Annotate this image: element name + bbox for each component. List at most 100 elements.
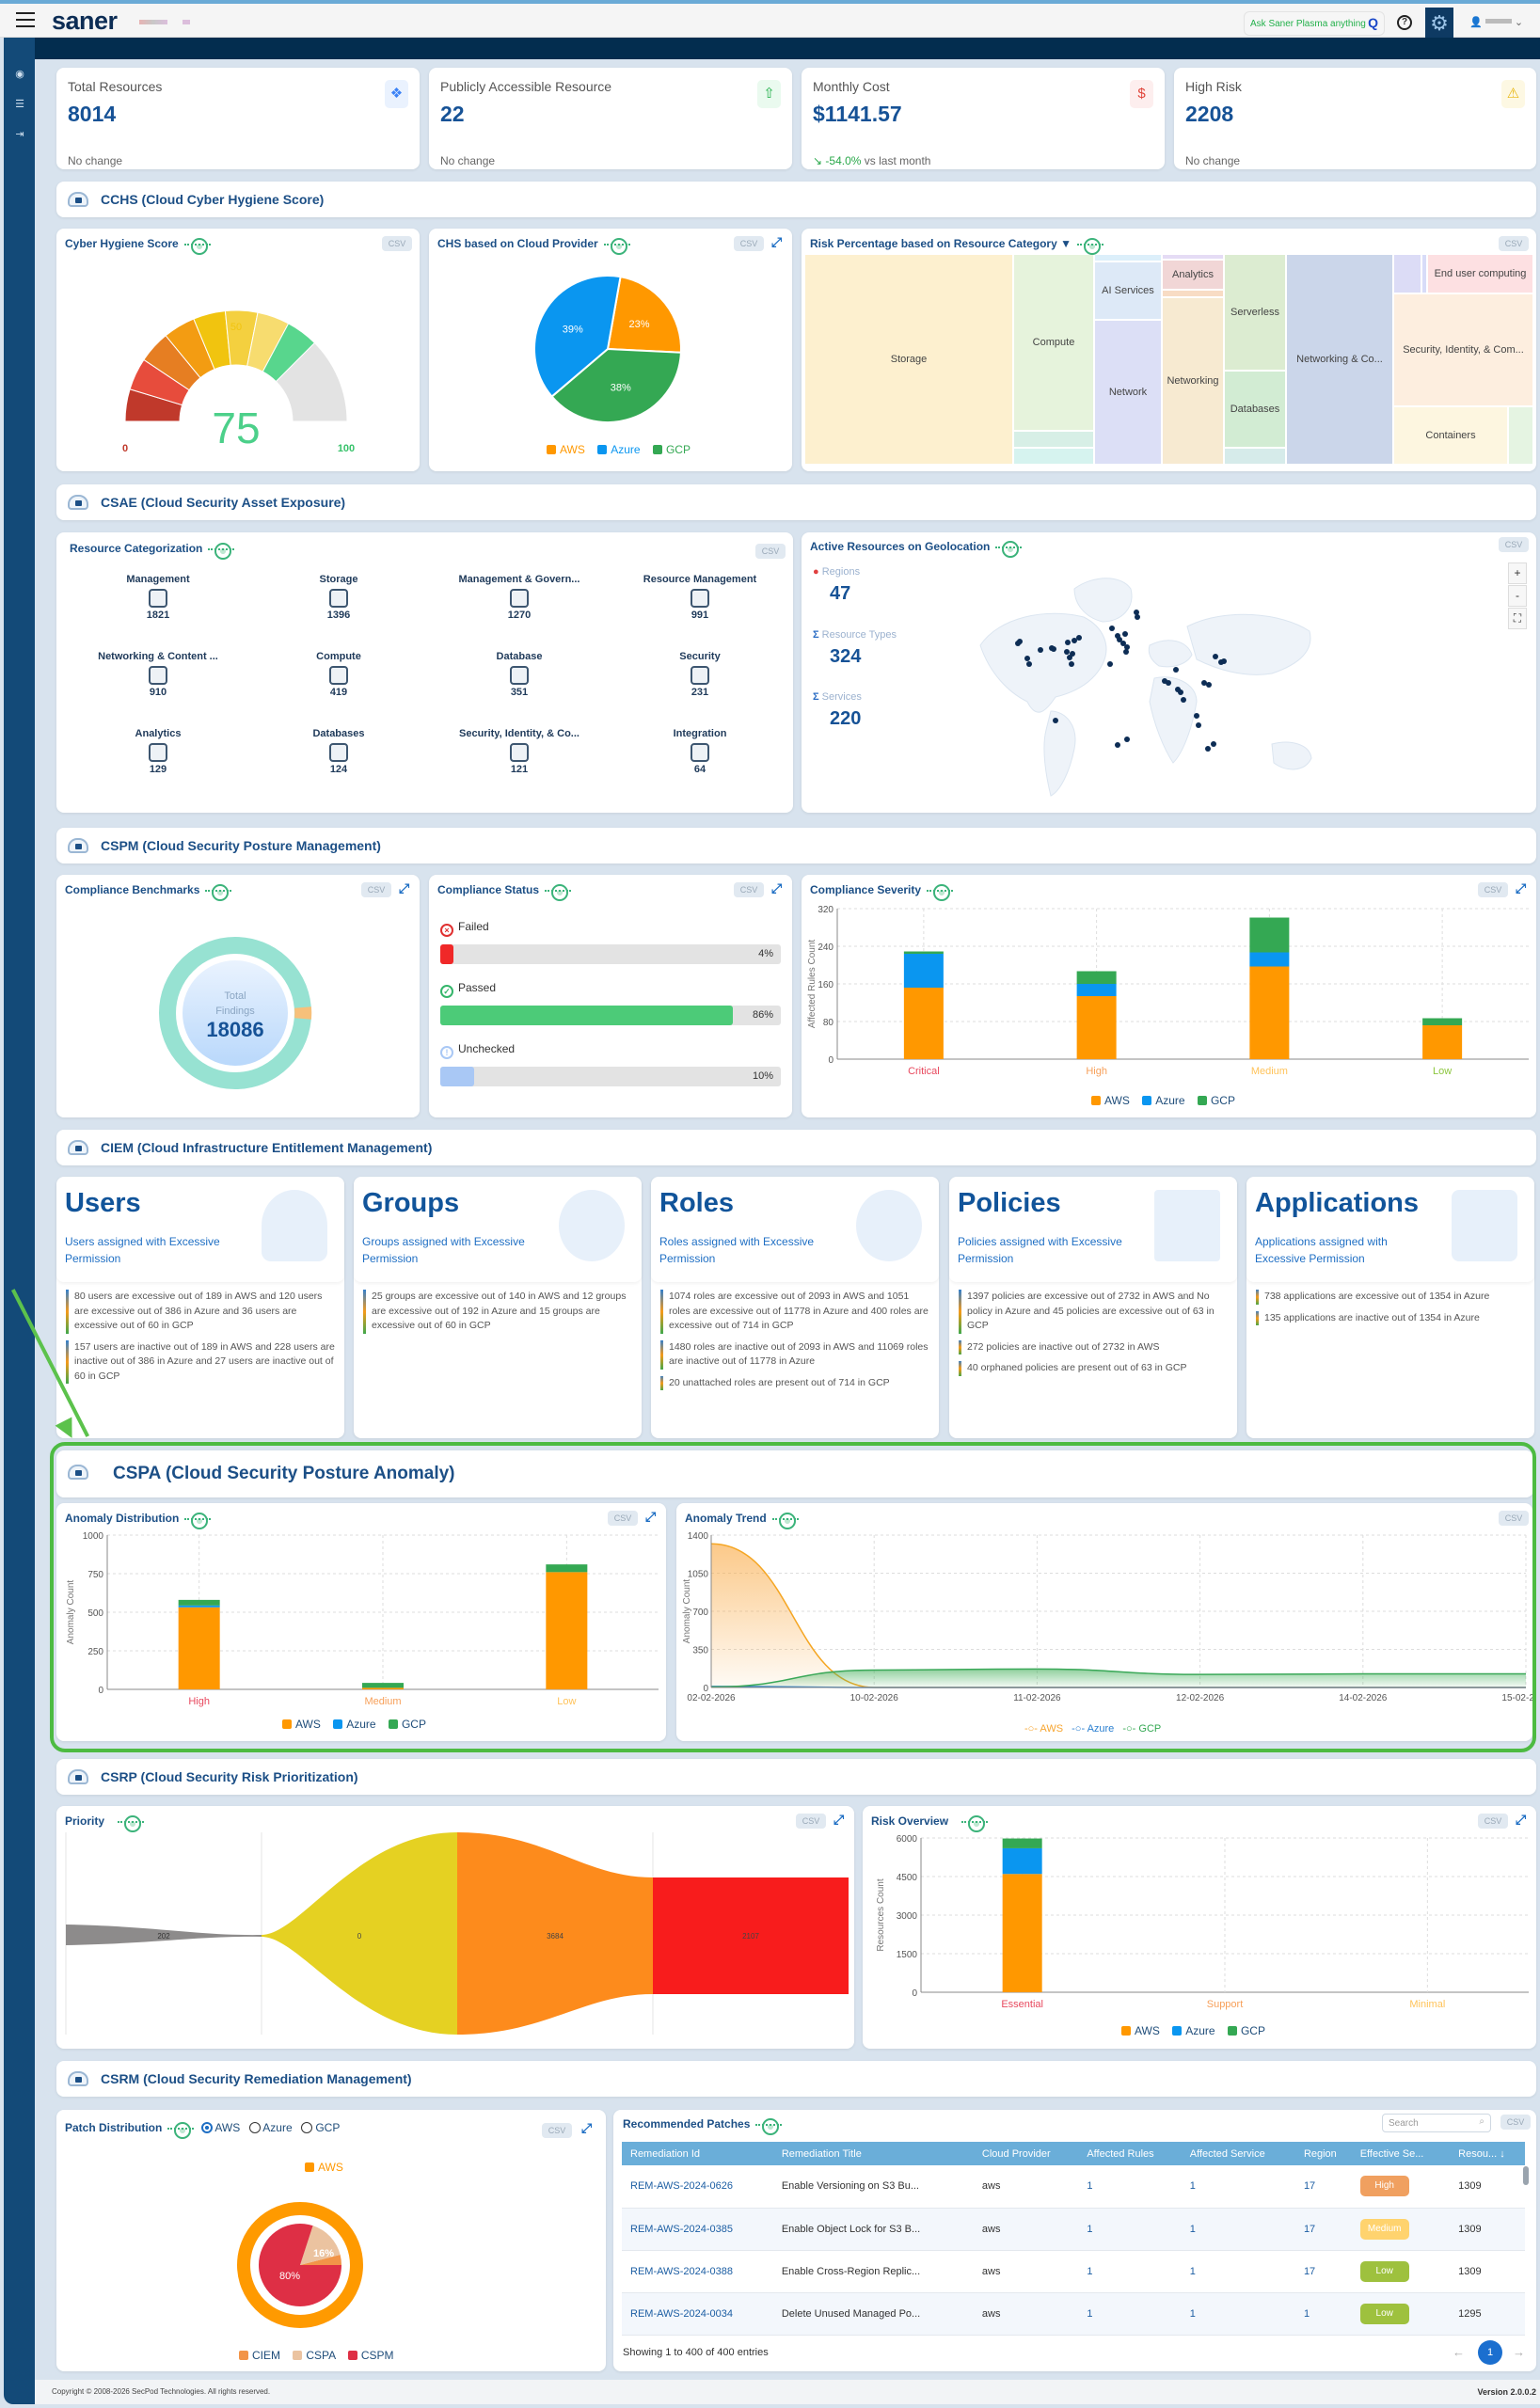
treemap-cell[interactable]: Networking & Co...	[1287, 255, 1392, 464]
treemap-cell[interactable]	[1394, 255, 1421, 293]
treemap-cell[interactable]: Containers	[1394, 407, 1507, 464]
table-row[interactable]: REM-AWS-2024-0034 Delete Unused Managed P…	[622, 2292, 1525, 2336]
column-header[interactable]: Remediation Id	[622, 2142, 773, 2165]
treemap-cell[interactable]	[1422, 255, 1426, 293]
prev-page-icon[interactable]: ←	[1453, 2345, 1465, 2359]
question-circle-icon[interactable]: ?	[1397, 15, 1412, 30]
map-zoom-out-button[interactable]: -	[1508, 585, 1527, 607]
table-cell[interactable]: REM-AWS-2024-0626	[622, 2165, 773, 2209]
treemap-cell[interactable]: Compute	[1014, 255, 1093, 430]
legend-gcp[interactable]: -○- GCP	[1122, 1723, 1162, 1735]
legend-ciem[interactable]: CIEM	[252, 2349, 280, 2362]
column-header[interactable]: Affected Service	[1181, 2142, 1295, 2165]
legend-aws[interactable]: AWS	[295, 1718, 321, 1731]
legend-azure[interactable]: Azure	[1155, 1094, 1185, 1107]
column-header[interactable]: Region	[1294, 2142, 1352, 2165]
table-row[interactable]: REM-AWS-2024-0385 Enable Object Lock for …	[622, 2208, 1525, 2251]
treemap-cell[interactable]: Security, Identity, & Com...	[1394, 294, 1532, 405]
column-header[interactable]: Remediation Title	[772, 2142, 974, 2165]
resource-category-item[interactable]: Integration 64	[615, 728, 785, 775]
treemap-cell[interactable]	[1014, 432, 1093, 447]
ciem-card-groups[interactable]: Groups Groups assigned with Excessive Per…	[354, 1177, 642, 1438]
legend-azure[interactable]: Azure	[346, 1718, 376, 1731]
treemap-cell[interactable]: Analytics	[1163, 261, 1223, 289]
treemap-cell[interactable]: Storage	[805, 255, 1012, 464]
resource-category-item[interactable]: Storage 1396	[254, 574, 423, 621]
filter-icon[interactable]: ▼	[1060, 237, 1072, 250]
user-menu[interactable]: 👤 ⌄	[1469, 16, 1523, 28]
map-fit-icon[interactable]: ⛶	[1508, 608, 1527, 629]
legend-aws[interactable]: AWS	[1135, 2024, 1160, 2037]
csv-button[interactable]: CSV	[1478, 1814, 1508, 1829]
treemap-cell[interactable]: Databases	[1225, 372, 1285, 447]
csv-button[interactable]: CSV	[1499, 537, 1529, 552]
expand-icon[interactable]: ⤢	[834, 1812, 845, 1827]
resource-category-item[interactable]: Compute 419	[254, 651, 423, 698]
expand-icon[interactable]: ⤢	[645, 1509, 657, 1524]
next-page-icon[interactable]: →	[1513, 2345, 1525, 2359]
legend-aws[interactable]: -○- AWS	[1024, 1723, 1064, 1735]
radio-gcp[interactable]: GCP	[300, 2121, 340, 2134]
resource-category-item[interactable]: Resource Management 991	[615, 574, 785, 621]
treemap-cell[interactable]	[1095, 255, 1161, 261]
eye-icon[interactable]: ◉	[15, 69, 24, 80]
list-icon[interactable]: ☰	[15, 99, 24, 110]
search-icon[interactable]: Q	[1368, 15, 1378, 30]
treemap-cell[interactable]	[1225, 449, 1285, 464]
legend-gcp[interactable]: GCP	[1240, 2024, 1265, 2037]
legend-azure[interactable]: -○- Azure	[1072, 1723, 1115, 1735]
expand-icon[interactable]: ⤢	[581, 2120, 593, 2135]
world-map[interactable]	[961, 561, 1375, 805]
resource-category-item[interactable]: Management 1821	[73, 574, 243, 621]
expand-icon[interactable]: ⤢	[399, 880, 410, 895]
table-row[interactable]: REM-AWS-2024-0626 Enable Versioning on S3…	[622, 2165, 1525, 2209]
csv-button[interactable]: CSV	[608, 1511, 638, 1526]
page-button-1[interactable]: 1	[1478, 2340, 1502, 2365]
treemap-cell[interactable]	[1509, 407, 1532, 464]
csv-button[interactable]: CSV	[1478, 882, 1508, 897]
gear-icon[interactable]: ⚙	[1425, 8, 1453, 41]
expand-icon[interactable]: ⤢	[1516, 880, 1527, 895]
treemap-cell[interactable]: Network	[1095, 321, 1161, 464]
column-header[interactable]: Affected Rules	[1078, 2142, 1182, 2165]
resource-category-item[interactable]: Analytics 129	[73, 728, 243, 775]
ask-assistant-input[interactable]: Ask Saner Plasma anything ! Q	[1244, 11, 1385, 36]
ciem-card-roles[interactable]: Roles Roles assigned with Excessive Permi…	[651, 1177, 939, 1438]
resource-category-item[interactable]: Management & Govern... 1270	[435, 574, 604, 621]
column-header[interactable]: Effective Se...	[1351, 2142, 1451, 2165]
resource-category-item[interactable]: Security, Identity, & Co... 121	[435, 728, 604, 775]
ciem-card-policies[interactable]: Policies Policies assigned with Excessive…	[949, 1177, 1237, 1438]
table-cell[interactable]: REM-AWS-2024-0385	[622, 2208, 773, 2251]
csv-button[interactable]: CSV	[361, 882, 391, 897]
treemap-cell[interactable]	[1014, 449, 1093, 464]
legend-aws[interactable]: AWS	[1104, 1094, 1130, 1107]
legend-cspa[interactable]: CSPA	[306, 2349, 336, 2362]
csv-button[interactable]: CSV	[734, 882, 764, 897]
treemap-cell[interactable]: AI Services	[1095, 262, 1161, 319]
treemap-cell[interactable]: Networking	[1163, 298, 1223, 464]
csv-button[interactable]: CSV	[1499, 1511, 1529, 1526]
resource-category-item[interactable]: Networking & Content ... 910	[73, 651, 243, 698]
legend-cspm[interactable]: CSPM	[360, 2349, 394, 2362]
treemap-cell[interactable]: Serverless	[1225, 255, 1285, 370]
radio-aws[interactable]: AWS	[200, 2121, 240, 2134]
table-row[interactable]: REM-AWS-2024-0388 Enable Cross-Region Rep…	[622, 2250, 1525, 2293]
resource-category-item[interactable]: Security 231	[615, 651, 785, 698]
legend-gcp[interactable]: GCP	[1210, 1094, 1235, 1107]
expand-icon[interactable]: ⤢	[1516, 1812, 1527, 1827]
menu-icon[interactable]	[16, 12, 35, 27]
csv-button[interactable]: CSV	[542, 2123, 572, 2138]
csv-button[interactable]: CSV	[1500, 2115, 1531, 2130]
csv-button[interactable]: CSV	[1499, 236, 1529, 251]
csv-button[interactable]: CSV	[796, 1814, 826, 1829]
csv-button[interactable]: CSV	[382, 236, 412, 251]
legend-aws[interactable]: AWS	[318, 2161, 343, 2174]
ciem-card-users[interactable]: Users Users assigned with Excessive Permi…	[56, 1177, 344, 1438]
treemap-cell[interactable]: End user computing	[1428, 255, 1532, 293]
column-header[interactable]: Cloud Provider	[973, 2142, 1079, 2165]
treemap-cell[interactable]	[1163, 291, 1223, 296]
treemap-cell[interactable]	[1163, 255, 1223, 259]
radio-azure[interactable]: Azure	[248, 2121, 293, 2134]
ciem-card-applications[interactable]: Applications Applications assigned with E…	[1246, 1177, 1534, 1438]
table-cell[interactable]: REM-AWS-2024-0034	[622, 2292, 773, 2336]
